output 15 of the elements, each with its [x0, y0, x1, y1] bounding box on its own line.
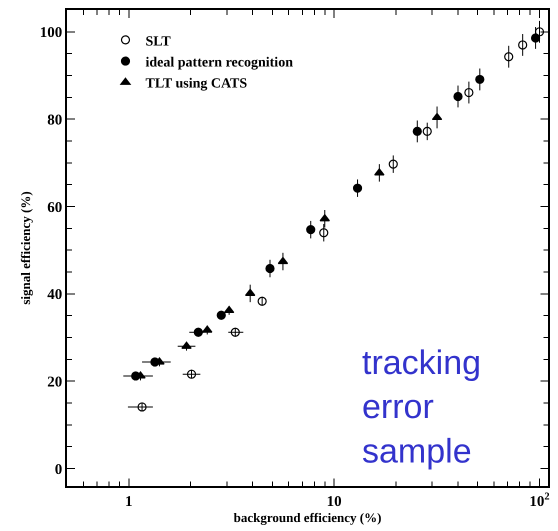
y-tick-label: 60	[47, 200, 62, 216]
legend-label: SLT	[145, 34, 172, 50]
y-tick-label: 100	[40, 25, 62, 42]
y-tick-label: 0	[54, 462, 62, 478]
annotation: tracking error sample	[362, 344, 482, 470]
x-axis-title: background efficiency (%)	[234, 510, 382, 525]
legend-label: TLT using CATS	[145, 76, 248, 92]
y-tick-label: 80	[47, 112, 62, 128]
legend-label: ideal pattern recognition	[145, 56, 294, 71]
y-tick-label: 20	[47, 374, 62, 390]
y-tick-label: 40	[47, 287, 62, 304]
x-tick-label: 1	[125, 494, 133, 510]
y-axis-title: signal efficiency (%)	[18, 191, 34, 305]
x-tick-label: 10	[326, 494, 342, 510]
x-tick-label: 10$^{2}$	[529, 491, 550, 510]
